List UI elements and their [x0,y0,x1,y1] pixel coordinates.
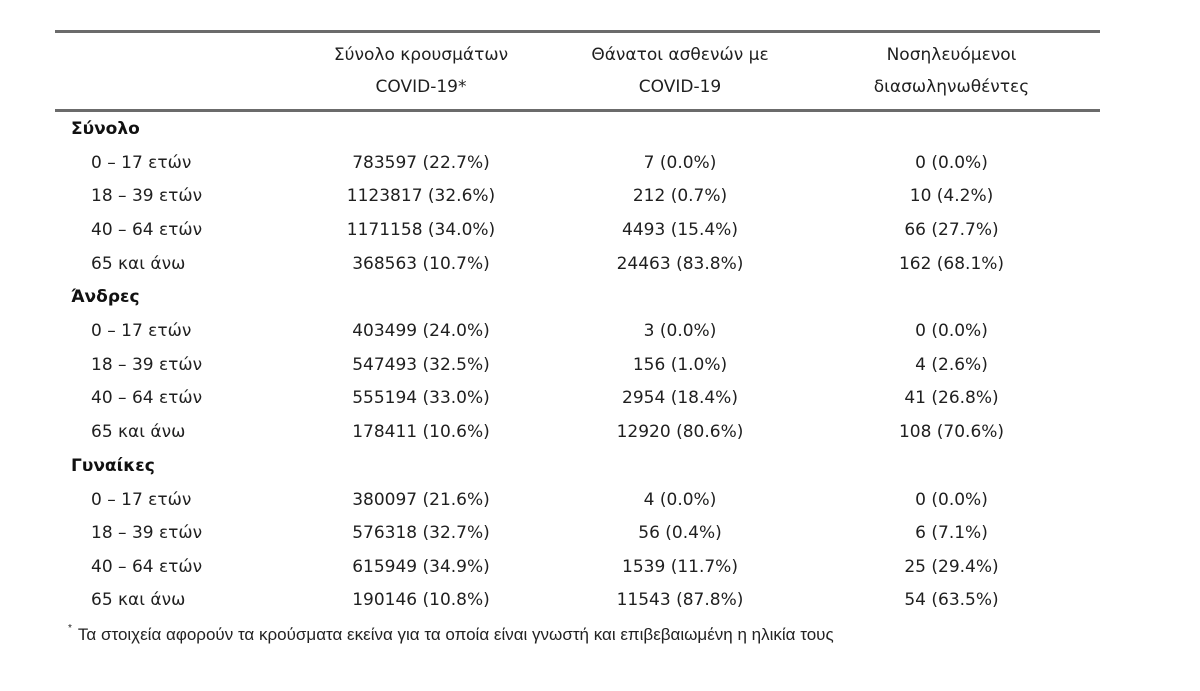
age-group-label: 65 και άνω [91,590,186,611]
deaths-cell: 156 (1.0%) [632,354,728,375]
intubated-cell: 162 (68.1%) [898,253,1005,274]
age-group-label: 40 – 64 ετών [91,219,203,240]
age-group-label: 40 – 64 ετών [91,388,203,409]
cases-cell: 1123817 (32.6%) [346,186,496,207]
cases-cell: 615949 (34.9%) [352,556,490,577]
age-group-label: 18 – 39 ετών [91,523,203,544]
cases-cell: 178411 (10.6%) [352,421,490,442]
cases-cell: 547493 (32.5%) [352,354,490,375]
age-group-label: 65 και άνω [91,253,186,274]
cases-cell: 783597 (22.7%) [352,152,490,173]
intubated-cell: 0 (0.0%) [915,152,988,173]
intubated-cell: 25 (29.4%) [904,556,999,577]
deaths-cell: 56 (0.4%) [638,523,722,544]
table-row: 40 – 64 ετών 555194 (33.0%) 2954 (18.4%) 41… [55,382,1100,416]
cases-cell: 368563 (10.7%) [352,253,490,274]
footnote-marker: * [68,623,72,634]
deaths-cell: 7 (0.0%) [643,152,717,173]
table-header-rule [55,109,1100,112]
age-group-label: 18 – 39 ετών [91,354,203,375]
group-title: Σύνολο [71,119,140,139]
table-row: 18 – 39 ετών 547493 (32.5%) 156 (1.0%) 4 (2… [55,348,1100,382]
deaths-cell: 212 (0.7%) [632,186,728,207]
age-group-label: 0 – 17 ετών [91,152,192,173]
intubated-cell: 0 (0.0%) [915,321,988,342]
intubated-cell: 108 (70.6%) [898,421,1005,442]
table-row: 18 – 39 ετών 1123817 (32.6%) 212 (0.7%) 10 … [55,180,1100,214]
deaths-cell: 24463 (83.8%) [616,253,744,274]
deaths-cell: 1539 (11.7%) [622,556,738,577]
table-top-rule [55,30,1100,33]
cases-cell: 380097 (21.6%) [352,489,490,510]
intubated-cell: 4 (2.6%) [915,354,988,375]
intubated-cell: 54 (63.5%) [904,590,999,611]
deaths-cell: 11543 (87.8%) [616,590,744,611]
cases-cell: 403499 (24.0%) [352,321,490,342]
table-row: 18 – 39 ετών 576318 (32.7%) 56 (0.4%) 6 (7.… [55,516,1100,550]
age-group-label: 18 – 39 ετών [91,186,203,207]
deaths-cell: 4493 (15.4%) [622,219,738,240]
deaths-cell: 4 (0.0%) [643,489,717,510]
header-deaths: Θάνατοι ασθενών με COVID-19 [591,45,769,97]
table-footnote: * Τα στοιχεία αφορούν τα κρούσματα εκείνα… [68,623,834,645]
group-title: Άνδρες [71,287,140,308]
table-row: 0 – 17 ετών 380097 (21.6%) 4 (0.0%) 0 (0.0%… [55,483,1100,517]
table-row: 65 και άνω 178411 (10.6%) 12920 (80.6%) 108… [55,415,1100,449]
table-row: 65 και άνω 190146 (10.8%) 11543 (87.8%) 54 … [55,584,1100,618]
header-intubated: Νοσηλευόμενοι διασωληνωθέντες [873,45,1030,97]
intubated-cell: 0 (0.0%) [915,489,988,510]
footnote-text: Τα στοιχεία αφορούν τα κρούσματα εκείνα … [77,625,834,644]
table-header-row: Σύνολο κρουσμάτων COVID-19* Θάνατοι ασθε… [55,33,1100,109]
cases-cell: 555194 (33.0%) [352,388,490,409]
intubated-cell: 66 (27.7%) [904,219,999,240]
age-group-label: 40 – 64 ετών [91,556,203,577]
deaths-cell: 12920 (80.6%) [616,421,744,442]
table-row: 0 – 17 ετών 783597 (22.7%) 7 (0.0%) 0 (0.0%… [55,146,1100,180]
intubated-cell: 10 (4.2%) [909,186,994,207]
cases-cell: 190146 (10.8%) [352,590,490,611]
cases-cell: 576318 (32.7%) [352,523,490,544]
deaths-cell: 2954 (18.4%) [622,388,738,409]
table-row: 65 και άνω 368563 (10.7%) 24463 (83.8%) 162… [55,247,1100,281]
group-title: Γυναίκες [71,455,155,476]
intubated-cell: 6 (7.1%) [915,523,988,544]
table-row: 0 – 17 ετών 403499 (24.0%) 3 (0.0%) 0 (0.0%… [55,314,1100,348]
age-distribution-table: Σύνολο κρουσμάτων COVID-19* Θάνατοι ασθε… [55,30,1100,617]
cases-cell: 1171158 (34.0%) [346,219,496,240]
table-body: Σύνολο 0 – 17 ετών 783597 (22.7%) 7 (0.0%) 0… [55,112,1100,617]
age-group-label: 0 – 17 ετών [91,489,192,510]
age-group-label: 0 – 17 ετών [91,321,192,342]
table-row: 40 – 64 ετών 615949 (34.9%) 1539 (11.7%) 25… [55,550,1100,584]
deaths-cell: 3 (0.0%) [643,321,717,342]
header-total-cases: Σύνολο κρουσμάτων COVID-19* [333,45,509,97]
table-row: 40 – 64 ετών 1171158 (34.0%) 4493 (15.4%) 6… [55,213,1100,247]
age-group-label: 65 και άνω [91,421,186,442]
intubated-cell: 41 (26.8%) [904,388,999,409]
